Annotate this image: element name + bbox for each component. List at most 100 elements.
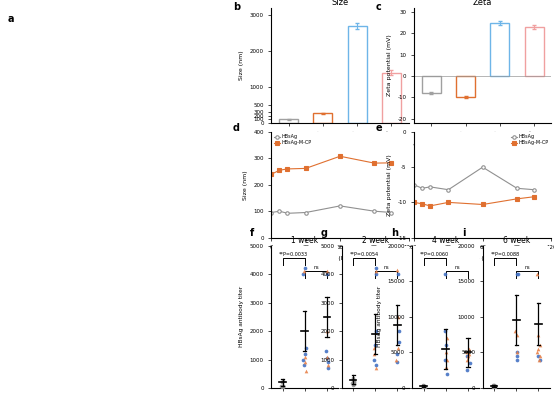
Point	[394, 345, 403, 351]
Y-axis label: HBsAg antibody titer: HBsAg antibody titer	[377, 286, 382, 347]
Y-axis label: Size (nm): Size (nm)	[239, 51, 244, 80]
Point	[440, 271, 449, 277]
Text: **P=0.0060: **P=0.0060	[420, 252, 449, 257]
Point	[533, 271, 542, 277]
Title: Zeta: Zeta	[473, 0, 493, 7]
Point	[464, 353, 473, 359]
Legend: HBsAg, HBsAg-M-CP: HBsAg, HBsAg-M-CP	[511, 134, 549, 145]
Point	[278, 383, 287, 389]
Point	[276, 383, 285, 390]
X-axis label: Time (Days): Time (Days)	[321, 256, 359, 261]
Point	[302, 345, 311, 351]
Point	[490, 381, 499, 388]
Point	[442, 364, 450, 370]
Point	[299, 356, 308, 363]
Point	[301, 359, 310, 366]
HBsAg-M-CP	[268, 172, 275, 177]
X-axis label: Time (Days): Time (Days)	[464, 256, 501, 261]
HBsAg-M-CP	[427, 204, 433, 208]
Text: g: g	[321, 228, 327, 238]
Point	[535, 356, 544, 363]
Point	[321, 348, 330, 354]
Point	[533, 349, 542, 356]
Point	[279, 383, 288, 389]
Point	[279, 383, 288, 390]
Y-axis label: Zeta potential (mV): Zeta potential (mV)	[387, 154, 392, 216]
Point	[489, 382, 498, 388]
Point	[463, 356, 471, 363]
Point	[299, 362, 308, 368]
Point	[534, 331, 543, 338]
HBsAg-M-CP	[445, 200, 452, 205]
Point	[372, 365, 381, 371]
Point	[512, 353, 521, 359]
Point	[277, 383, 286, 390]
Point	[322, 271, 331, 277]
Point	[393, 267, 402, 273]
Bar	[456, 76, 475, 97]
Title: 1 week: 1 week	[291, 236, 319, 245]
HBsAg-M-CP	[411, 200, 418, 205]
Bar	[422, 76, 440, 93]
Point	[349, 382, 358, 388]
Point	[534, 353, 543, 359]
Point	[533, 346, 542, 352]
HBsAg-M-CP	[531, 194, 537, 199]
Point	[441, 328, 450, 334]
Point	[300, 265, 309, 272]
Point	[443, 371, 452, 377]
Text: e: e	[376, 124, 382, 133]
Point	[323, 362, 332, 368]
Point	[370, 345, 378, 351]
Title: 6 week: 6 week	[502, 236, 530, 245]
HBsAg-M-CP	[514, 196, 520, 201]
Point	[419, 383, 428, 390]
Title: 4 week: 4 week	[432, 236, 459, 245]
Point	[464, 351, 473, 357]
HBsAg	[419, 186, 425, 190]
Point	[535, 356, 543, 363]
Y-axis label: Zeta potential (mV): Zeta potential (mV)	[387, 34, 392, 96]
Point	[372, 328, 381, 334]
Y-axis label: HBsAg antibody titer: HBsAg antibody titer	[239, 286, 244, 347]
HBsAg-M-CP	[479, 202, 486, 207]
Text: f: f	[250, 228, 254, 238]
Point	[510, 328, 519, 334]
Point	[512, 271, 521, 277]
Point	[442, 356, 451, 363]
Text: i: i	[461, 228, 465, 238]
Point	[370, 342, 379, 348]
HBsAg-M-CP	[337, 154, 343, 159]
Point	[514, 271, 522, 277]
Point	[535, 342, 544, 348]
Point	[300, 268, 309, 274]
HBsAg	[268, 210, 275, 215]
Point	[512, 349, 521, 356]
Point	[512, 331, 521, 338]
Point	[347, 380, 356, 386]
Point	[464, 346, 473, 352]
HBsAg-M-CP	[388, 160, 395, 165]
Bar	[348, 26, 367, 123]
HBsAg-M-CP	[276, 168, 283, 173]
Bar	[525, 27, 543, 76]
Point	[463, 349, 471, 356]
Point	[277, 379, 286, 386]
Point	[350, 379, 358, 386]
Point	[350, 378, 358, 384]
Point	[419, 384, 428, 390]
Point	[323, 359, 332, 366]
HBsAg	[371, 209, 378, 213]
Line: HBsAg: HBsAg	[270, 204, 393, 215]
Point	[465, 360, 474, 366]
Point	[489, 384, 498, 390]
Title: Size: Size	[331, 0, 348, 7]
Point	[279, 378, 288, 384]
HBsAg	[302, 210, 309, 215]
Y-axis label: Size (nm): Size (nm)	[243, 170, 248, 200]
Point	[393, 314, 402, 320]
Point	[323, 328, 332, 334]
Point	[392, 359, 401, 366]
Line: HBsAg: HBsAg	[412, 166, 536, 191]
HBsAg-M-CP	[419, 202, 425, 206]
